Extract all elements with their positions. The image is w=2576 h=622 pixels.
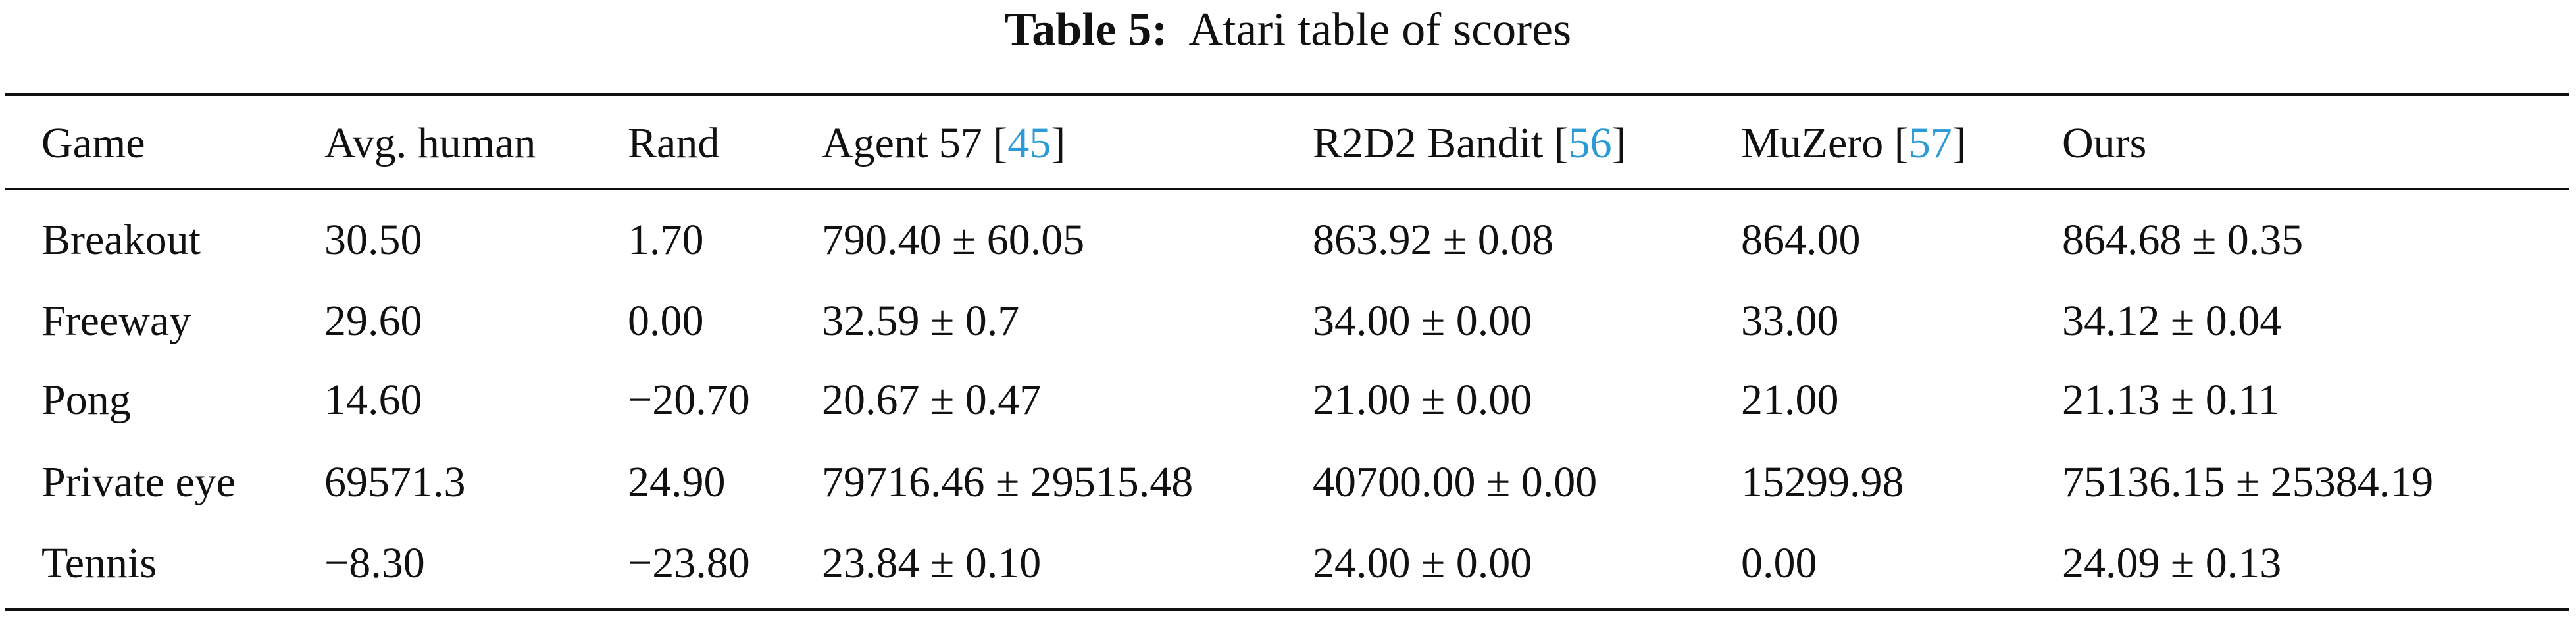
header-cell: R2D2 Bandit [56] [1313, 122, 1627, 165]
table-cell: Freeway [41, 297, 191, 345]
table-cell: 863.92 ± 0.08 [1313, 216, 1554, 264]
header-cell: MuZero [57] [1741, 122, 1967, 165]
header-text: Agent 57 [ [822, 119, 1008, 167]
citation: 45 [1007, 119, 1051, 167]
table-cell: 33.00 [1741, 297, 1839, 345]
header-text: Rand [628, 119, 720, 167]
table-cell: 69571.3 [324, 458, 466, 506]
table-cell: 23.84 ± 0.10 [822, 539, 1042, 587]
table-cell: 21.00 [1741, 376, 1839, 424]
table-cell: 0.00 [1741, 539, 1817, 587]
caption-text: Atari table of scores [1188, 3, 1572, 56]
table-cell: 75136.15 ± 25384.19 [2062, 458, 2434, 506]
table-cell: −8.30 [324, 539, 425, 587]
caption-label: Table 5: [1004, 3, 1168, 56]
table-cell: 34.12 ± 0.04 [2062, 297, 2282, 345]
table-cell: 15299.98 [1741, 458, 1904, 506]
header-cell: Ours [2062, 122, 2146, 165]
caption: Table 5: Atari table of scores [0, 3, 2576, 57]
table-cell: 30.50 [324, 216, 422, 264]
header-cell: Agent 57 [45] [822, 122, 1065, 165]
table-cell: 24.09 ± 0.13 [2062, 539, 2282, 587]
table-cell: 34.00 ± 0.00 [1313, 297, 1532, 345]
header-text: MuZero [ [1741, 119, 1909, 167]
table-cell: Tennis [41, 539, 157, 587]
table-cell: −20.70 [628, 376, 750, 424]
table-cell: Pong [41, 376, 131, 424]
header-text: ] [1051, 119, 1066, 167]
table-cell: 24.90 [628, 458, 726, 506]
table-cell: 24.00 ± 0.00 [1313, 539, 1532, 587]
top-rule [5, 93, 2569, 96]
table-cell: 32.59 ± 0.7 [822, 297, 1020, 345]
table-cell: 21.00 ± 0.00 [1313, 376, 1532, 424]
citation: 57 [1908, 119, 1952, 167]
table-cell: 21.13 ± 0.11 [2062, 376, 2280, 424]
header-text: Game [41, 119, 145, 167]
table-cell: 79716.46 ± 29515.48 [822, 458, 1194, 506]
header-cell: Avg. human [324, 122, 536, 165]
header-cell: Rand [628, 122, 719, 165]
citation: 56 [1568, 119, 1612, 167]
header-text: Ours [2062, 119, 2147, 167]
bottom-rule [5, 608, 2569, 611]
table-cell: 790.40 ± 60.05 [822, 216, 1085, 264]
table-cell: 20.67 ± 0.47 [822, 376, 1042, 424]
header-text: ] [1611, 119, 1627, 167]
table-cell: 864.68 ± 0.35 [2062, 216, 2304, 264]
table-cell: −23.80 [628, 539, 750, 587]
table-cell: 14.60 [324, 376, 422, 424]
table-cell: 0.00 [628, 297, 704, 345]
header-text: R2D2 Bandit [ [1313, 119, 1569, 167]
header-cell: Game [41, 122, 145, 165]
table-cell: Breakout [41, 216, 201, 264]
header-text: Avg. human [324, 119, 536, 167]
header-text: ] [1952, 119, 1967, 167]
table-cell: 29.60 [324, 297, 422, 345]
table-cell: Private eye [41, 458, 236, 506]
header-rule [5, 188, 2569, 190]
table-cell: 1.70 [628, 216, 704, 264]
table-cell: 40700.00 ± 0.00 [1313, 458, 1598, 506]
table-cell: 864.00 [1741, 216, 1861, 264]
